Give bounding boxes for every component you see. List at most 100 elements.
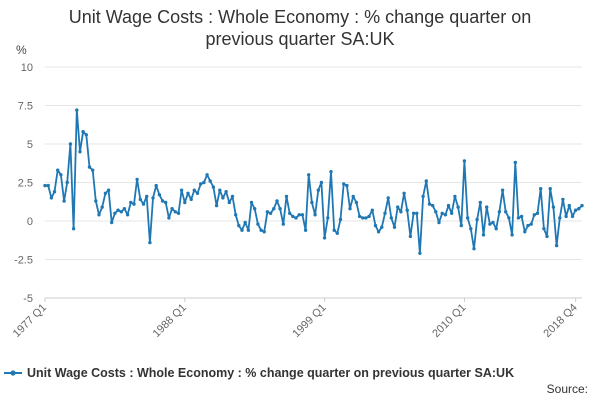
data-point[interactable] — [189, 197, 193, 202]
data-point[interactable] — [294, 216, 298, 220]
data-point[interactable] — [246, 228, 251, 232]
data-point[interactable] — [440, 211, 444, 215]
data-point[interactable] — [265, 210, 270, 214]
data-point[interactable] — [485, 205, 489, 209]
data-point[interactable] — [183, 200, 187, 205]
data-point[interactable] — [281, 222, 285, 226]
data-point[interactable] — [465, 216, 470, 220]
data-point[interactable] — [364, 216, 368, 220]
data-point[interactable] — [542, 227, 546, 231]
data-point[interactable] — [132, 202, 136, 206]
data-point[interactable] — [167, 216, 171, 220]
data-point[interactable] — [415, 211, 419, 215]
data-point[interactable] — [338, 217, 343, 222]
data-point[interactable] — [268, 211, 273, 215]
data-point[interactable] — [151, 196, 155, 200]
data-point[interactable] — [125, 213, 130, 217]
data-point[interactable] — [570, 214, 575, 219]
data-point[interactable] — [459, 223, 463, 228]
data-point[interactable] — [224, 190, 228, 194]
data-point[interactable] — [446, 203, 451, 208]
data-point[interactable] — [535, 211, 540, 215]
data-point[interactable] — [243, 220, 247, 225]
data-point[interactable] — [116, 208, 120, 212]
data-point[interactable] — [351, 194, 355, 199]
data-point[interactable] — [573, 208, 578, 212]
data-point[interactable] — [100, 205, 104, 209]
data-point[interactable] — [332, 228, 336, 232]
data-point[interactable] — [519, 214, 524, 219]
data-point[interactable] — [234, 213, 238, 217]
data-point[interactable] — [278, 207, 282, 211]
data-point[interactable] — [157, 193, 162, 197]
data-point[interactable] — [65, 180, 69, 185]
data-point[interactable] — [78, 150, 82, 154]
data-point[interactable] — [478, 200, 482, 205]
data-point[interactable] — [319, 180, 324, 185]
data-point[interactable] — [462, 159, 467, 163]
data-point[interactable] — [361, 216, 365, 220]
data-point[interactable] — [214, 203, 219, 208]
data-point[interactable] — [218, 188, 222, 192]
data-point[interactable] — [113, 211, 117, 215]
data-point[interactable] — [456, 205, 460, 209]
data-point[interactable] — [176, 211, 181, 215]
data-point[interactable] — [437, 220, 441, 225]
data-point[interactable] — [322, 236, 327, 240]
data-point[interactable] — [81, 130, 85, 134]
data-point[interactable] — [450, 211, 454, 215]
data-point[interactable] — [434, 210, 438, 214]
data-point[interactable] — [59, 173, 63, 177]
data-point[interactable] — [386, 196, 390, 200]
data-point[interactable] — [240, 228, 244, 232]
data-point[interactable] — [554, 243, 559, 248]
data-point[interactable] — [148, 240, 152, 245]
data-point[interactable] — [335, 231, 339, 235]
data-point[interactable] — [504, 210, 508, 214]
data-point[interactable] — [431, 203, 435, 208]
data-point[interactable] — [208, 179, 212, 183]
data-point[interactable] — [481, 233, 486, 237]
data-point[interactable] — [170, 207, 174, 211]
data-point[interactable] — [52, 190, 57, 194]
data-point[interactable] — [443, 213, 448, 217]
data-point[interactable] — [342, 182, 346, 186]
data-point[interactable] — [389, 216, 393, 220]
data-point[interactable] — [396, 205, 400, 209]
data-point[interactable] — [551, 205, 556, 209]
data-point[interactable] — [383, 211, 387, 215]
data-point[interactable] — [87, 165, 92, 169]
data-point[interactable] — [577, 207, 581, 211]
data-point[interactable] — [529, 222, 533, 226]
data-point[interactable] — [418, 251, 422, 255]
data-point[interactable] — [119, 210, 124, 214]
data-point[interactable] — [510, 233, 514, 237]
data-point[interactable] — [472, 247, 476, 251]
data-point[interactable] — [354, 200, 359, 205]
data-point[interactable] — [408, 234, 413, 239]
data-point[interactable] — [230, 194, 235, 199]
data-point[interactable] — [122, 207, 127, 211]
data-point[interactable] — [399, 210, 403, 214]
data-point[interactable] — [249, 200, 254, 205]
data-point[interactable] — [411, 211, 416, 215]
data-point[interactable] — [348, 207, 352, 211]
data-point[interactable] — [154, 183, 158, 188]
data-point[interactable] — [179, 188, 184, 192]
data-point[interactable] — [580, 203, 584, 208]
data-point[interactable] — [272, 207, 276, 211]
data-point[interactable] — [357, 214, 362, 219]
data-point[interactable] — [262, 230, 266, 234]
data-point[interactable] — [221, 196, 225, 200]
data-point[interactable] — [427, 202, 432, 206]
data-point[interactable] — [345, 183, 349, 188]
data-point[interactable] — [62, 199, 66, 203]
data-point[interactable] — [488, 222, 492, 226]
data-point[interactable] — [75, 108, 79, 112]
data-point[interactable] — [71, 227, 76, 231]
data-point[interactable] — [145, 194, 149, 199]
data-point[interactable] — [300, 213, 305, 217]
data-point[interactable] — [392, 225, 397, 229]
data-point[interactable] — [195, 191, 200, 195]
data-point[interactable] — [491, 220, 495, 225]
